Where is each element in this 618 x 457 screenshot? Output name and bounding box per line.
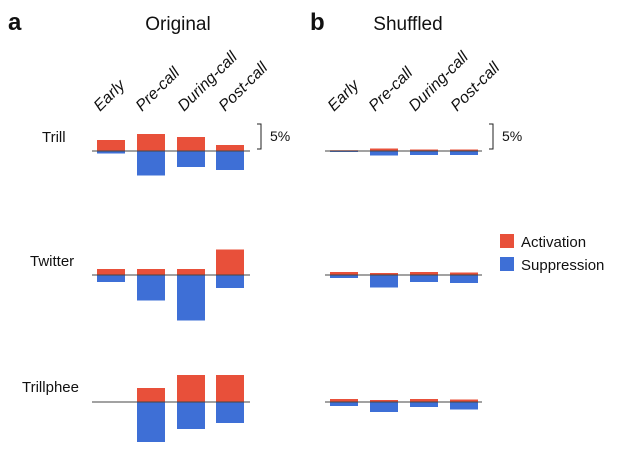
suppression-bar [450,402,478,410]
suppression-bar [410,402,438,407]
suppression-bar [450,275,478,283]
panel-a-title: Original [145,14,210,35]
suppression-bar [177,151,205,167]
activation-bar [370,273,398,275]
suppression-bar [330,402,358,406]
activation-bar [97,269,125,275]
scale-bar-a: 5% [257,123,290,150]
activation-bar [410,149,438,151]
activation-bar [450,399,478,402]
category-label: Early [91,76,130,115]
panel-b-title: Shuffled [373,14,442,35]
activation-bar [410,399,438,402]
activation-bar [370,148,398,151]
suppression-bar [410,151,438,155]
category-label: Early [325,76,364,115]
scale-label: 5% [270,128,290,144]
activation-bar [330,272,358,275]
activation-bar [137,269,165,275]
suppression-bar [330,275,358,278]
suppression-bar [370,275,398,288]
suppression-bar [216,402,244,423]
activation-bar [370,400,398,402]
activation-bar [137,134,165,151]
suppression-bar [137,151,165,176]
legend: Activation Suppression [500,234,604,274]
panel-a-categories: Early Pre-call During-call Post-call [91,48,272,114]
row-label-trillphee: Trillphee [22,379,79,396]
activation-bar [216,375,244,402]
legend-label-suppression: Suppression [521,257,604,274]
activation-bar [97,140,125,151]
panel-b-letter: b [310,9,325,36]
category-label: Pre-call [133,64,184,115]
legend-swatch-activation [500,234,514,248]
suppression-bar [216,151,244,170]
row-label-trill: Trill [42,129,66,146]
suppression-bar [370,151,398,156]
suppression-bar [177,402,205,429]
suppression-bar [410,275,438,282]
activation-bar [216,249,244,275]
row-label-twitter: Twitter [30,253,74,270]
scale-bar-b: 5% [489,123,522,150]
activation-bar [330,399,358,402]
legend-swatch-suppression [500,257,514,271]
activation-bar [177,375,205,402]
activation-bar [137,388,165,402]
panel-a-letter: a [8,9,22,36]
activation-bar [216,145,244,151]
activation-bar [177,137,205,151]
suppression-bar [137,402,165,442]
activation-bar [450,149,478,151]
suppression-bar [97,151,125,154]
suppression-bar [137,275,165,301]
panel-b-categories: Early Pre-call During-call Post-call [325,48,504,114]
scale-label: 5% [502,128,522,144]
legend-label-activation: Activation [521,234,586,251]
activation-bar [177,269,205,275]
suppression-bar [450,151,478,155]
activation-bar [450,272,478,275]
suppression-bar [216,275,244,288]
suppression-bar [177,275,205,321]
activation-bar [410,272,438,275]
chart-bars [92,134,482,442]
suppression-bar [97,275,125,282]
suppression-bar [370,402,398,412]
